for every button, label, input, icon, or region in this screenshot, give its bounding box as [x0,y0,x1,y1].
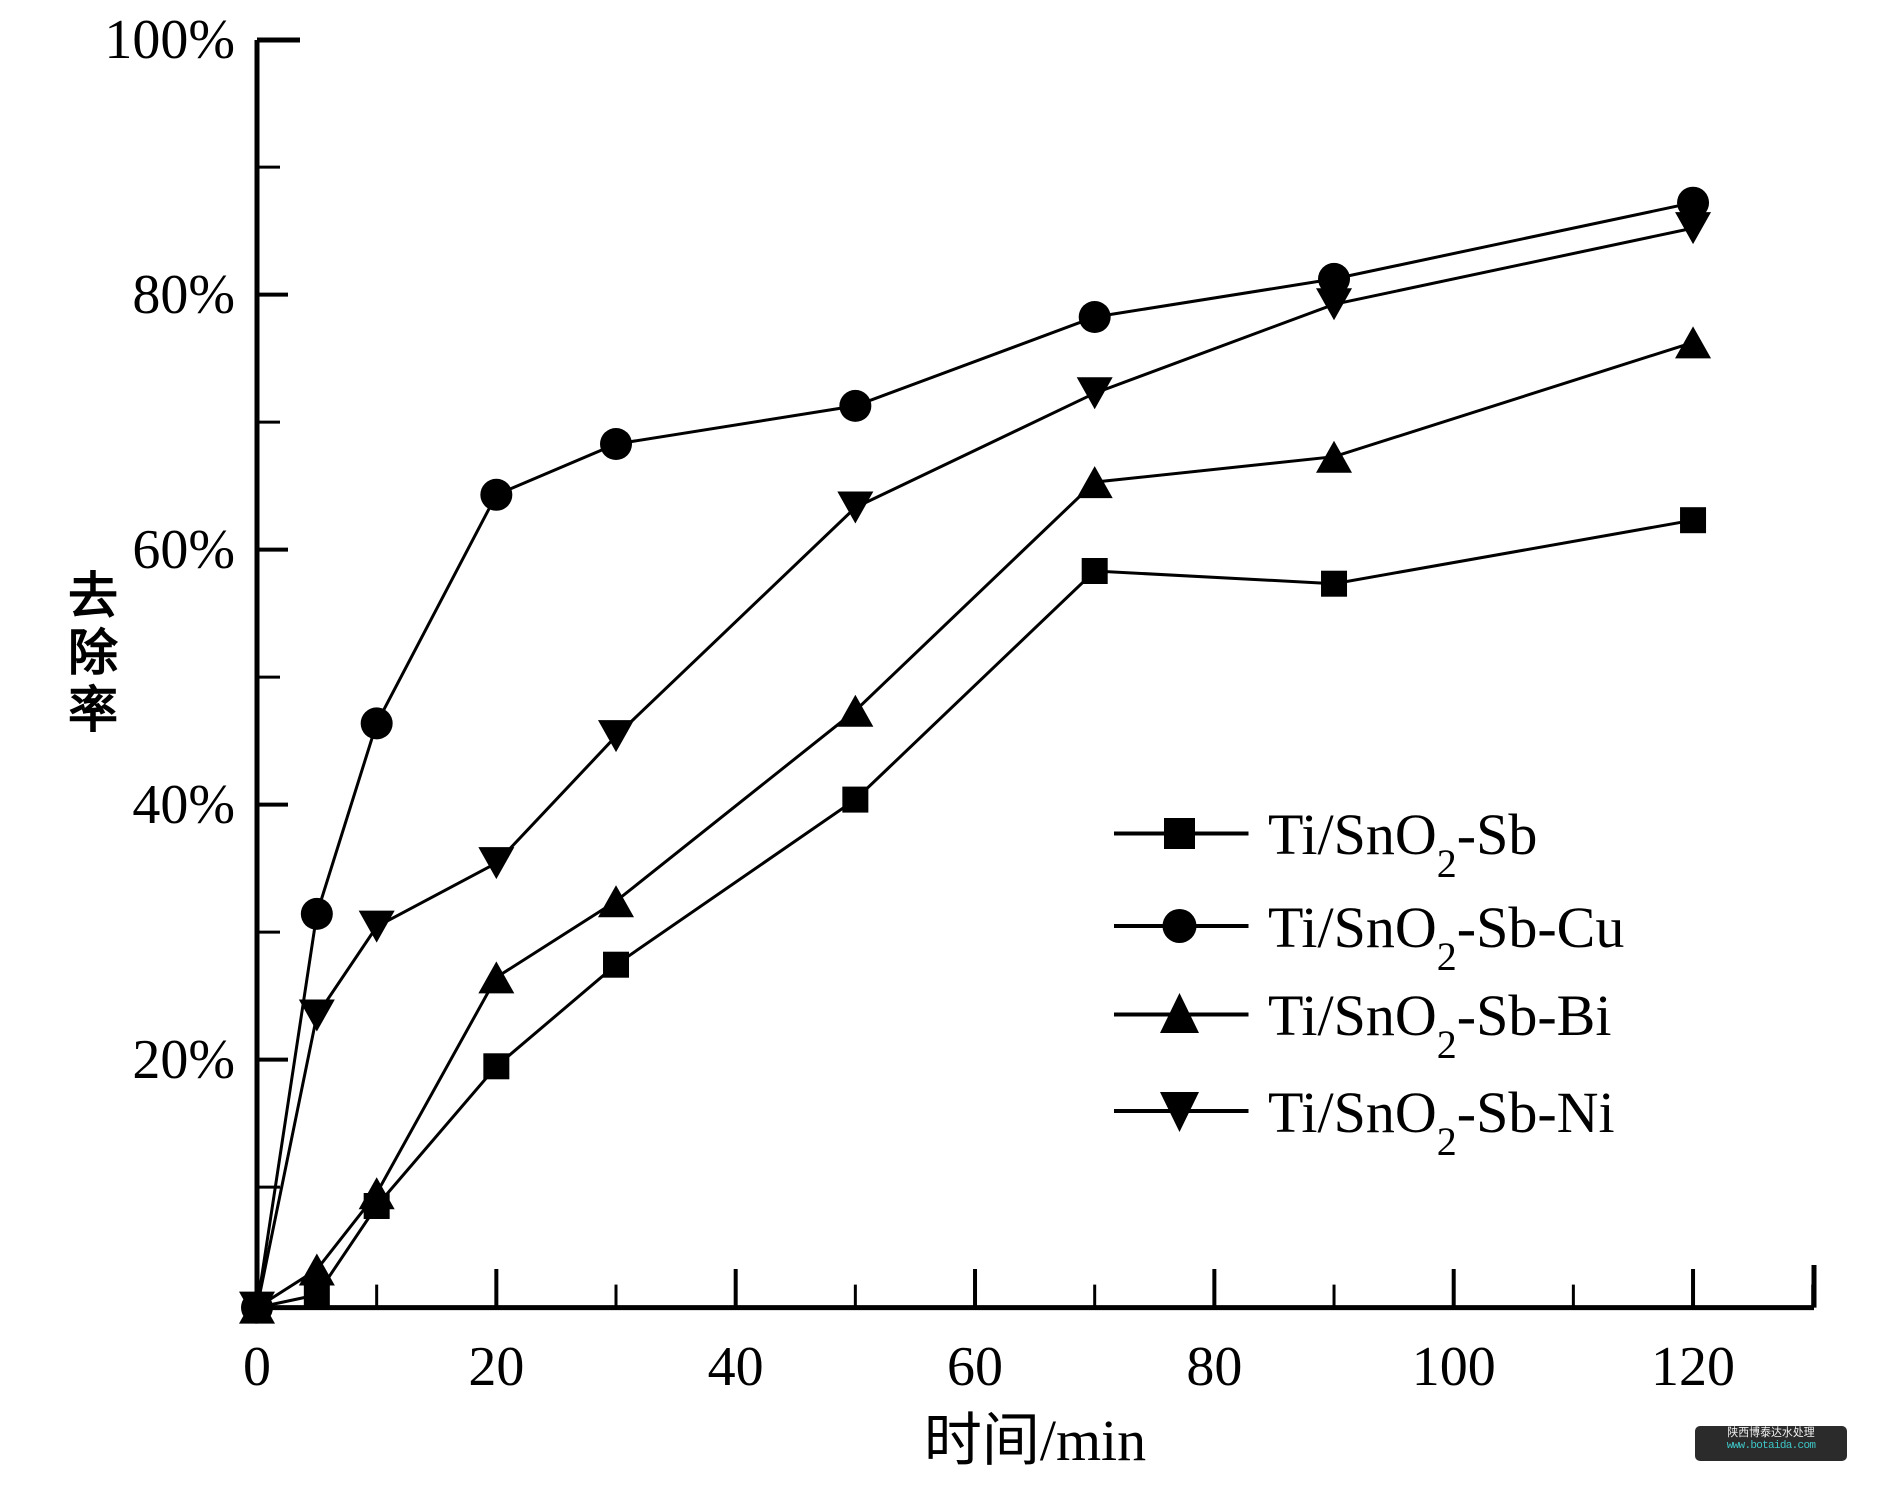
svg-text:除: 除 [68,625,119,681]
svg-text:Ti/SnO2-Sb-Bi: Ti/SnO2-Sb-Bi [1268,983,1611,1067]
svg-text:80%: 80% [132,264,235,326]
svg-text:时间/min: 时间/min [924,1408,1146,1473]
svg-text:Ti/SnO2-Sb-Cu: Ti/SnO2-Sb-Cu [1268,895,1624,979]
svg-text:100: 100 [1412,1336,1496,1398]
svg-text:0: 0 [243,1336,271,1398]
svg-text:100%: 100% [104,9,235,71]
svg-text:40%: 40% [132,774,235,836]
svg-text:Ti/SnO2-Sb: Ti/SnO2-Sb [1268,802,1537,886]
svg-text:80: 80 [1186,1336,1242,1398]
svg-text:120: 120 [1651,1336,1735,1398]
svg-text:20%: 20% [132,1029,235,1091]
svg-text:40: 40 [708,1336,764,1398]
svg-text:去: 去 [68,568,118,624]
svg-text:Ti/SnO2-Sb-Ni: Ti/SnO2-Sb-Ni [1268,1080,1615,1164]
svg-text:20: 20 [468,1336,524,1398]
svg-text:率: 率 [68,682,118,738]
svg-text:60%: 60% [132,519,235,581]
svg-text:60: 60 [947,1336,1003,1398]
